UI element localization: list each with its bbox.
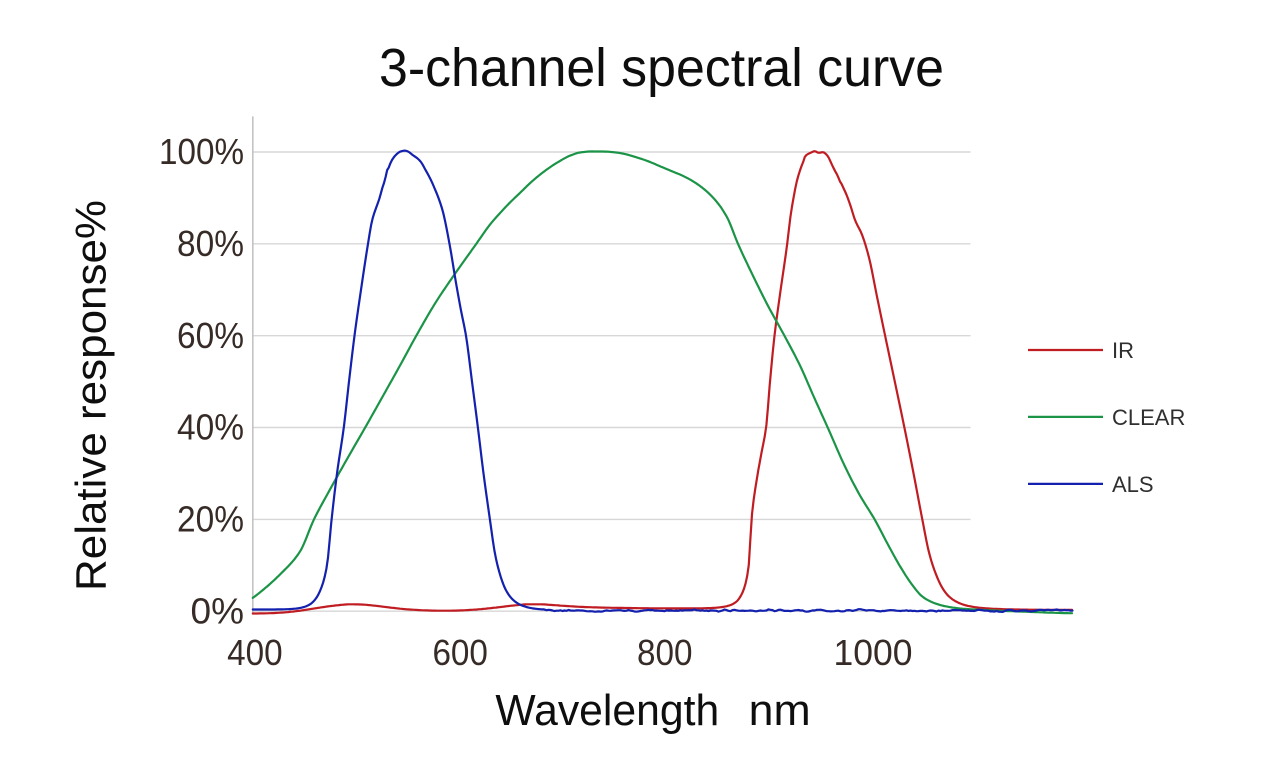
svg-text:ALS: ALS — [1112, 472, 1154, 497]
svg-text:600: 600 — [432, 632, 488, 673]
svg-text:1000: 1000 — [834, 632, 913, 673]
svg-text:800: 800 — [637, 632, 693, 673]
svg-text:20%: 20% — [177, 499, 244, 540]
svg-text:0%: 0% — [191, 590, 245, 631]
svg-text:IR: IR — [1112, 338, 1134, 363]
svg-text:40%: 40% — [177, 407, 244, 448]
svg-text:3-channel spectral curve: 3-channel spectral curve — [379, 38, 944, 98]
svg-text:CLEAR: CLEAR — [1112, 405, 1185, 430]
svg-text:60%: 60% — [177, 315, 244, 356]
svg-text:80%: 80% — [177, 223, 244, 264]
svg-text:100%: 100% — [159, 131, 244, 172]
svg-text:Relative response%: Relative response% — [69, 200, 116, 591]
svg-text:400: 400 — [227, 632, 283, 673]
svg-text:nm: nm — [749, 686, 811, 735]
svg-text:Wavelength: Wavelength — [495, 686, 719, 735]
